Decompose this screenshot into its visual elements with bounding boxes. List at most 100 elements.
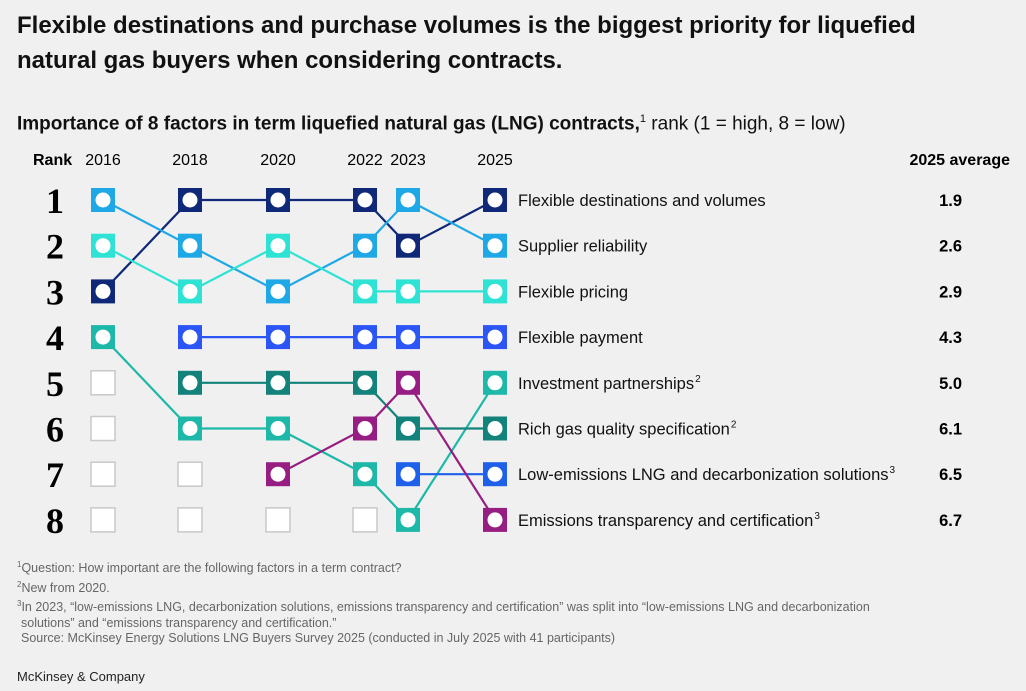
rank-marker-dot bbox=[270, 466, 286, 482]
rank-marker-dot bbox=[400, 192, 416, 208]
rank-marker-dot bbox=[270, 238, 286, 254]
average-value: 4.3 bbox=[939, 329, 962, 347]
rank-marker-dot bbox=[400, 283, 416, 299]
rank-marker-dot bbox=[357, 421, 373, 436]
rank-marker-dot bbox=[182, 421, 198, 436]
rank-marker-dot bbox=[270, 329, 286, 345]
subtitle-bold: Importance of 8 factors in term liquefie… bbox=[17, 113, 640, 135]
empty-rank-box bbox=[90, 370, 116, 396]
average-value: 6.5 bbox=[939, 466, 962, 484]
rank-marker-dot bbox=[400, 466, 416, 482]
rank-marker-dot bbox=[487, 421, 503, 436]
series-name: Rich gas quality specification bbox=[518, 421, 730, 439]
source-text: Source: McKinsey Energy Solutions LNG Bu… bbox=[21, 631, 616, 646]
rank-marker-dot bbox=[487, 512, 503, 528]
year-tick-label: 2020 bbox=[260, 152, 296, 169]
rank-marker-dot bbox=[357, 192, 373, 208]
empty-rank-box bbox=[90, 507, 116, 533]
series-label: Rich gas quality specification2 bbox=[518, 420, 737, 439]
rank-marker-dot bbox=[357, 375, 373, 391]
series-name: Investment partnerships bbox=[518, 375, 694, 393]
rank-tick-label: 1 bbox=[46, 181, 64, 221]
series-label: Low-emissions LNG and decarbonization so… bbox=[518, 465, 896, 484]
rank-marker-dot bbox=[182, 329, 198, 345]
series-footnote-marker: 2 bbox=[695, 374, 701, 385]
year-tick-label: 2018 bbox=[172, 152, 208, 169]
average-value: 6.1 bbox=[939, 421, 962, 439]
series-name: Flexible destinations and volumes bbox=[518, 192, 766, 210]
empty-rank-box bbox=[352, 507, 378, 533]
rank-marker-dot bbox=[357, 238, 373, 254]
rank-marker-dot bbox=[270, 375, 286, 391]
source-note: Source: McKinsey Energy Solutions LNG Bu… bbox=[17, 631, 977, 647]
average-header: 2025 average bbox=[909, 152, 1010, 169]
series-name: Flexible payment bbox=[518, 329, 643, 347]
rank-tick-label: 2 bbox=[46, 227, 64, 267]
series-label: Flexible pricing bbox=[518, 283, 628, 301]
average-value: 1.9 bbox=[939, 192, 962, 210]
footnote-2: 2New from 2020. bbox=[17, 577, 977, 597]
rank-marker-dot bbox=[270, 283, 286, 299]
year-tick-label: 2025 bbox=[477, 152, 513, 169]
footnote-marker: 3 bbox=[17, 599, 22, 609]
average-value: 2.6 bbox=[939, 238, 962, 256]
series-label: Investment partnerships2 bbox=[518, 374, 701, 393]
footnotes: 1Question: How important are the followi… bbox=[17, 557, 977, 647]
rank-marker-dot bbox=[487, 238, 503, 254]
rank-marker-dot bbox=[400, 375, 416, 391]
footnote-text: New from 2020. bbox=[21, 580, 110, 595]
rank-marker-dot bbox=[182, 238, 198, 254]
rank-tick-label: 6 bbox=[46, 410, 64, 450]
series-line bbox=[277, 381, 496, 521]
brand-logo-text: McKinsey & Company bbox=[17, 669, 145, 684]
footnote-text: solutions” and “emissions transparency a… bbox=[21, 615, 337, 630]
rank-marker-dot bbox=[400, 329, 416, 345]
rank-marker-dot bbox=[357, 329, 373, 345]
series-line bbox=[190, 381, 495, 430]
empty-rank-box bbox=[265, 507, 291, 533]
rank-marker-dot bbox=[487, 283, 503, 299]
series-label: Flexible payment bbox=[518, 329, 643, 347]
year-tick-label: 2016 bbox=[85, 152, 121, 169]
rank-marker-dot bbox=[487, 375, 503, 391]
empty-rank-box bbox=[177, 461, 203, 487]
subtitle-footnote-marker: 1 bbox=[639, 113, 647, 125]
rank-marker-dot bbox=[357, 466, 373, 482]
footnote-text: In 2023, “low-emissions LNG, decarboniza… bbox=[21, 600, 870, 615]
series-label: Flexible destinations and volumes bbox=[518, 192, 766, 210]
footnote-marker: 2 bbox=[17, 579, 22, 589]
series-name: Low-emissions LNG and decarbonization so… bbox=[518, 466, 889, 484]
rank-marker-dot bbox=[182, 192, 198, 208]
average-value: 2.9 bbox=[939, 283, 962, 301]
rank-marker-dot bbox=[357, 283, 373, 299]
empty-rank-box bbox=[90, 461, 116, 487]
series-name: Emissions transparency and certification bbox=[518, 512, 813, 530]
footnote-marker: 1 bbox=[17, 560, 22, 569]
year-tick-label: 2022 bbox=[347, 152, 383, 169]
series-footnote-marker: 2 bbox=[731, 420, 737, 431]
series-line bbox=[102, 198, 496, 293]
year-tick-label: 2023 bbox=[390, 152, 426, 169]
subtitle-rest: rank (1 = high, 8 = low) bbox=[646, 113, 846, 135]
footnote-text: Question: How important are the followin… bbox=[21, 561, 402, 576]
rank-marker-dot bbox=[270, 421, 286, 436]
rank-tick-label: 3 bbox=[46, 272, 64, 312]
rank-tick-label: 7 bbox=[46, 455, 64, 495]
rank-marker-dot bbox=[400, 238, 416, 254]
chart-title: Flexible destinations and purchase volum… bbox=[17, 12, 916, 74]
footnote-1: 1Question: How important are the followi… bbox=[17, 557, 977, 577]
rank-marker-dot bbox=[270, 192, 286, 208]
rank-tick-label: 5 bbox=[46, 364, 64, 404]
rank-marker-dot bbox=[95, 283, 111, 299]
rank-tick-label: 8 bbox=[46, 501, 64, 541]
series-footnote-marker: 3 bbox=[814, 511, 820, 522]
average-value: 6.7 bbox=[939, 512, 962, 530]
rank-marker-dot bbox=[487, 466, 503, 482]
empty-rank-box bbox=[90, 415, 116, 442]
series-footnote-marker: 3 bbox=[890, 465, 896, 476]
series-label: Supplier reliability bbox=[518, 238, 648, 256]
rank-marker-dot bbox=[487, 329, 503, 345]
rank-marker-dot bbox=[182, 375, 198, 391]
series-name: Supplier reliability bbox=[518, 238, 648, 256]
average-value: 5.0 bbox=[939, 375, 962, 393]
